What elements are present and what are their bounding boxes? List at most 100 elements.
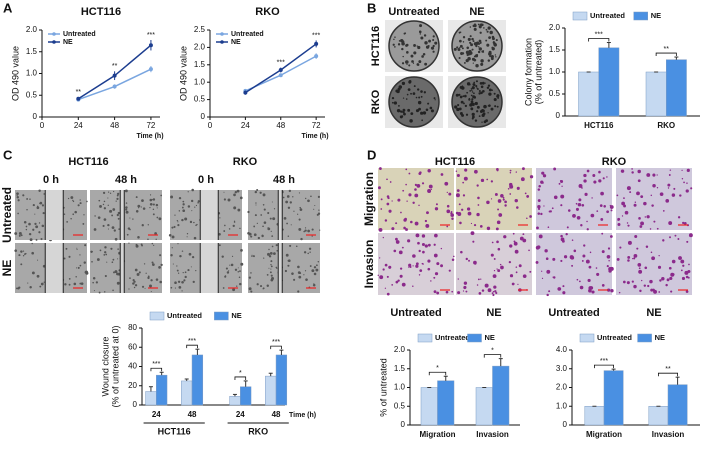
cell (541, 270, 543, 272)
cell (684, 270, 689, 275)
cell (580, 224, 583, 227)
colony (427, 102, 430, 105)
texture (32, 228, 35, 231)
cell (680, 259, 685, 264)
texture (31, 251, 34, 255)
significance: ** (76, 89, 82, 96)
texture (233, 206, 237, 210)
cell (491, 241, 494, 244)
texture (155, 278, 159, 281)
cell (685, 275, 689, 279)
colony (495, 56, 497, 58)
texture (190, 266, 192, 268)
texture (262, 288, 264, 290)
cell (436, 203, 438, 206)
y-axis-label: OD 490 value (10, 46, 20, 101)
bar (492, 365, 510, 426)
bar (584, 406, 605, 426)
cell (688, 233, 693, 238)
texture (29, 238, 33, 242)
cell (384, 287, 387, 289)
x-tick-label: 72 (312, 121, 321, 130)
colony (423, 34, 427, 37)
texture (127, 227, 131, 230)
micrograph (456, 233, 532, 295)
cell (659, 279, 662, 282)
texture (103, 254, 106, 256)
texture (84, 244, 87, 247)
colony (458, 39, 462, 43)
colony (470, 100, 474, 104)
cell (502, 196, 505, 199)
cell (440, 173, 444, 176)
texture (224, 275, 227, 278)
texture (42, 211, 45, 215)
colony (453, 47, 457, 51)
texture (93, 290, 95, 292)
colony (477, 23, 480, 26)
cell (685, 290, 689, 293)
texture (29, 286, 32, 289)
cell (537, 188, 541, 191)
cell (526, 195, 530, 198)
cell (470, 231, 475, 236)
cell (492, 293, 495, 297)
cell (507, 187, 510, 190)
colony (470, 94, 473, 97)
cell (542, 181, 544, 184)
cell (638, 217, 641, 220)
texture (224, 224, 226, 227)
colony (406, 63, 408, 65)
texture (68, 283, 71, 286)
cell (622, 280, 626, 284)
texture (154, 232, 157, 235)
texture (231, 255, 234, 257)
texture (36, 206, 40, 210)
texture (103, 200, 106, 203)
cell (513, 240, 516, 243)
colony (474, 101, 478, 106)
cell (640, 221, 644, 226)
texture (311, 269, 315, 273)
cell (498, 213, 503, 217)
cell (690, 187, 693, 190)
cell (644, 216, 647, 218)
marker (314, 41, 319, 46)
colony (488, 36, 491, 39)
colony (482, 89, 485, 93)
colony (483, 104, 487, 109)
texture (288, 189, 292, 193)
texture (271, 277, 275, 281)
texture (152, 263, 155, 266)
colony (491, 46, 494, 49)
plate (388, 76, 440, 128)
texture (234, 268, 238, 271)
cell (487, 288, 492, 293)
cell (647, 284, 650, 288)
colony (395, 89, 399, 93)
cell (519, 236, 524, 241)
texture (271, 201, 273, 203)
cell (686, 168, 690, 173)
x-tick-label: 48 (272, 410, 281, 419)
legend-swatch (579, 333, 595, 343)
cell (558, 182, 561, 185)
cell (490, 198, 493, 200)
cell (688, 263, 690, 266)
legend-label: Untreated (590, 11, 625, 20)
cell (562, 285, 565, 288)
texture (236, 285, 238, 287)
cell (495, 227, 499, 231)
cell (585, 259, 590, 264)
cell (548, 290, 551, 293)
cell (476, 284, 479, 286)
texture (238, 282, 242, 286)
cell (457, 291, 461, 295)
texture (273, 252, 276, 255)
texture (229, 264, 231, 266)
scratch (120, 243, 125, 293)
y-tick-label: 1.0 (26, 69, 38, 78)
texture (270, 265, 273, 268)
texture (298, 218, 301, 221)
texture (270, 274, 273, 277)
